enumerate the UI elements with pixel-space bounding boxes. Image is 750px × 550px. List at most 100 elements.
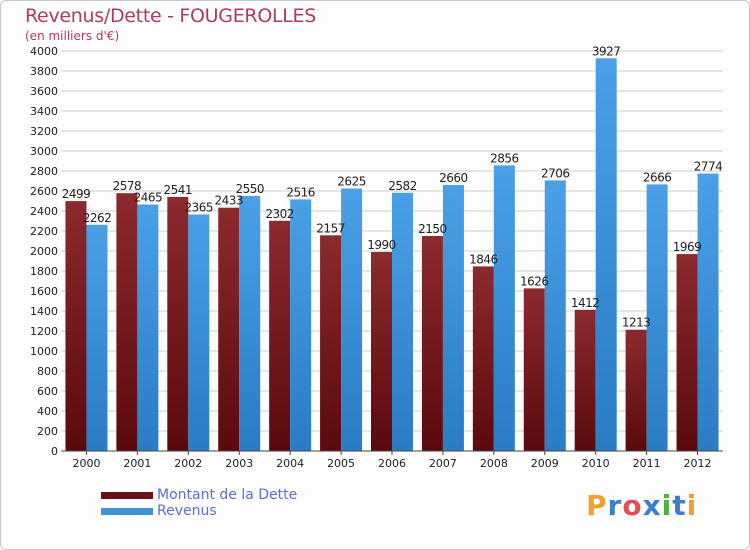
proxiti-logo: Proxiti	[586, 489, 697, 522]
logo-letter: x	[642, 489, 662, 522]
chart-subtitle: (en milliers d'€)	[25, 29, 120, 43]
bar-dette	[65, 201, 87, 451]
bar-dette	[472, 266, 494, 451]
data-label-dette: 2433	[214, 194, 243, 208]
bars	[65, 58, 719, 452]
x-tick-label: 2005	[327, 457, 355, 470]
bar-revenus	[137, 204, 159, 451]
x-tick-label: 2007	[429, 457, 457, 470]
data-label-revenus: 2465	[134, 191, 163, 205]
data-label-dette: 1969	[673, 240, 702, 254]
bar-dette	[371, 252, 392, 451]
bar-revenus	[646, 184, 668, 451]
data-label-revenus: 2774	[694, 160, 723, 174]
y-tick-label: 2200	[30, 225, 58, 238]
bar-revenus	[239, 196, 261, 451]
data-label-revenus: 2625	[337, 175, 366, 189]
bar-revenus	[595, 58, 617, 452]
legend-swatch-revenus	[101, 507, 153, 515]
data-label-revenus: 2706	[541, 166, 570, 180]
logo-letter: i	[686, 489, 698, 522]
data-label-revenus: 2666	[643, 170, 672, 184]
legend-item-dette: Montant de la Dette	[101, 487, 297, 503]
data-label-revenus: 2516	[286, 185, 315, 199]
bar-revenus	[697, 173, 719, 451]
y-tick-label: 1400	[30, 305, 58, 318]
y-tick-label: 0	[51, 445, 58, 458]
legend-label-revenus: Revenus	[157, 503, 217, 519]
bar-dette	[320, 235, 342, 451]
bar-dette	[421, 236, 443, 451]
bar-revenus	[493, 165, 515, 451]
y-tick-label: 600	[37, 385, 58, 398]
x-tick-label: 2004	[276, 457, 304, 470]
y-tick-label: 2000	[30, 245, 58, 258]
bar-dette	[269, 220, 291, 451]
y-axis-tick-labels: 0 200 400 600 800 1000 1200 1400 1600 1800 2000 220…	[30, 45, 58, 458]
bar-dette	[625, 329, 647, 451]
chart-title: Revenus/Dette - FOUGEROLLES	[25, 5, 317, 27]
y-tick-label: 3000	[30, 145, 58, 158]
x-tick-label: 2006	[378, 457, 406, 470]
legend-label-dette: Montant de la Dette	[157, 487, 298, 503]
data-label-dette: 1846	[469, 252, 498, 266]
bar-dette	[167, 196, 189, 451]
x-tick-label: 2012	[684, 457, 712, 470]
data-label-revenus: 3927	[592, 44, 621, 58]
data-label-revenus: 2582	[388, 179, 417, 193]
data-label-revenus: 2365	[185, 201, 214, 215]
data-label-dette: 2499	[62, 187, 91, 201]
bar-dette	[116, 193, 138, 451]
y-tick-label: 2800	[30, 165, 58, 178]
x-tick-label: 2003	[225, 457, 253, 470]
y-tick-label: 200	[37, 425, 58, 438]
bar-revenus	[290, 199, 312, 451]
data-label-revenus: 2262	[83, 211, 112, 225]
y-tick-label: 2600	[30, 185, 58, 198]
bar-revenus	[86, 224, 108, 451]
x-tick-label: 2010	[582, 457, 610, 470]
legend: Montant de la Dette Revenus	[101, 487, 297, 519]
y-tick-label: 3200	[30, 125, 58, 138]
logo-letter: r	[607, 489, 623, 522]
data-label-dette: 1412	[571, 296, 600, 310]
y-tick-label: 3800	[30, 65, 58, 78]
y-tick-label: 3400	[30, 105, 58, 118]
x-tick-label: 2011	[633, 457, 661, 470]
bar-dette	[523, 288, 545, 451]
y-tick-label: 2400	[30, 205, 58, 218]
bar-revenus	[544, 180, 566, 451]
data-label-revenus: 2856	[490, 151, 519, 165]
logo-letter: t	[672, 489, 687, 522]
data-label-dette: 1213	[622, 316, 651, 330]
logo-letter: i	[661, 489, 673, 522]
bar-dette	[676, 254, 698, 451]
x-tick-label: 2008	[480, 457, 508, 470]
bar-revenus	[341, 188, 363, 451]
data-label-dette: 2150	[418, 222, 447, 236]
bar-dette	[574, 309, 596, 451]
y-tick-label: 1000	[30, 345, 58, 358]
logo-letter: o	[622, 489, 643, 522]
y-tick-label: 4000	[30, 45, 58, 58]
x-tick-label: 2001	[123, 457, 151, 470]
legend-item-revenus: Revenus	[101, 503, 297, 519]
bar-revenus	[442, 185, 464, 451]
x-tick-label: 2000	[72, 457, 100, 470]
data-label-revenus: 2550	[235, 182, 264, 196]
y-tick-label: 800	[37, 365, 58, 378]
data-label-dette: 2302	[265, 207, 294, 221]
data-label-dette: 1990	[367, 238, 396, 252]
data-label-dette: 2578	[113, 179, 142, 193]
bar-dette	[218, 207, 240, 451]
data-label-dette: 2541	[164, 183, 193, 197]
data-label-revenus: 2660	[439, 171, 468, 185]
y-tick-label: 400	[37, 405, 58, 418]
y-tick-label: 3600	[30, 85, 58, 98]
logo-letter: P	[586, 489, 608, 522]
y-tick-label: 1800	[30, 265, 58, 278]
bar-revenus	[188, 214, 210, 451]
